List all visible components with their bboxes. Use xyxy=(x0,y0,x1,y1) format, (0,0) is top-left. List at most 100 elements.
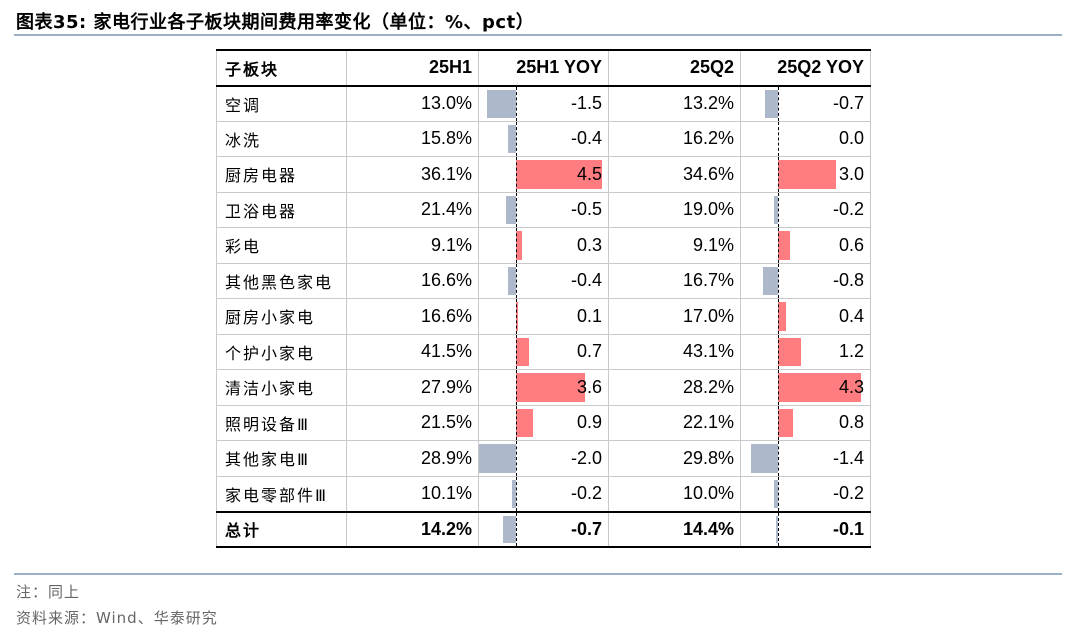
positive-bar xyxy=(778,231,790,260)
yoy-cell: -0.1 xyxy=(740,510,871,548)
yoy-cell: 0.7 xyxy=(478,333,609,370)
zero-axis-line xyxy=(778,334,779,369)
table-row: 厨房电器 36.1% 4.5 34.6% 3.0 xyxy=(216,156,871,193)
yoy-value: -1.4 xyxy=(832,447,864,468)
zero-axis-line xyxy=(778,299,779,334)
yoy-value: 0.4 xyxy=(838,305,864,326)
table-row: 其他黑色家电 16.6% -0.4 16.7% -0.8 xyxy=(216,262,871,299)
header-25q2: 25Q2 xyxy=(608,49,741,87)
zero-axis-line xyxy=(778,263,779,298)
h1-rate: 15.8% xyxy=(346,120,479,157)
yoy-cell: 3.6 xyxy=(478,369,609,406)
h1-rate: 16.6% xyxy=(346,262,479,299)
h1-rate: 21.4% xyxy=(346,191,479,228)
q2-rate: 34.6% xyxy=(608,156,741,193)
sector-name: 其他家电Ⅲ xyxy=(216,440,347,477)
negative-bar xyxy=(774,479,778,508)
yoy-cell: 4.3 xyxy=(740,369,871,406)
sector-name: 空调 xyxy=(216,85,347,122)
yoy-value: -2.0 xyxy=(570,447,602,468)
table-row: 个护小家电 41.5% 0.7 43.1% 1.2 xyxy=(216,333,871,370)
yoy-cell: -2.0 xyxy=(478,440,609,477)
negative-bar xyxy=(776,515,778,543)
zero-axis-line xyxy=(778,86,779,121)
zero-axis-line xyxy=(516,441,517,476)
yoy-value: -0.1 xyxy=(832,518,864,539)
yoy-cell: 0.6 xyxy=(740,227,871,264)
h1-rate: 14.2% xyxy=(346,510,479,548)
negative-bar xyxy=(487,89,516,118)
negative-bar xyxy=(764,89,778,118)
negative-bar xyxy=(502,515,516,543)
q2-rate: 19.0% xyxy=(608,191,741,228)
table-body: 空调 13.0% -1.5 13.2% -0.7 冰洗 15.8% -0.4 16.2% 0.0 厨… xyxy=(216,85,871,548)
table-header-row: 子板块 25H1 25H1 YOY 25Q2 25Q2 YOY xyxy=(216,49,871,87)
yoy-cell: -1.4 xyxy=(740,440,871,477)
source-note: 资料来源：Wind、华泰研究 xyxy=(16,609,218,627)
sector-name: 照明设备Ⅲ xyxy=(216,404,347,441)
yoy-cell: -0.5 xyxy=(478,191,609,228)
yoy-cell: 0.9 xyxy=(478,404,609,441)
positive-bar xyxy=(778,160,836,189)
yoy-cell: 3.0 xyxy=(740,156,871,193)
yoy-cell: 0.1 xyxy=(478,298,609,335)
yoy-cell: 0.8 xyxy=(740,404,871,441)
table-row: 照明设备Ⅲ 21.5% 0.9 22.1% 0.8 xyxy=(216,404,871,441)
yoy-cell: -0.2 xyxy=(740,191,871,228)
header-25q2-yoy: 25Q2 YOY xyxy=(740,49,871,87)
yoy-cell: 0.4 xyxy=(740,298,871,335)
yoy-value: -0.5 xyxy=(570,199,602,220)
yoy-value: -0.4 xyxy=(570,128,602,149)
footnote: 注：同上 xyxy=(16,583,81,601)
zero-axis-line xyxy=(516,228,517,263)
yoy-value: -0.2 xyxy=(832,199,864,220)
h1-rate: 21.5% xyxy=(346,404,479,441)
positive-bar xyxy=(778,408,794,437)
negative-bar xyxy=(508,124,516,153)
zero-axis-line xyxy=(778,405,779,440)
sector-name: 其他黑色家电 xyxy=(216,262,347,299)
yoy-value: -0.2 xyxy=(570,483,602,503)
positive-bar xyxy=(778,302,786,331)
h1-rate: 16.6% xyxy=(346,298,479,335)
yoy-value: -0.8 xyxy=(832,270,864,291)
sector-name: 厨房小家电 xyxy=(216,298,347,335)
yoy-value: -0.7 xyxy=(832,93,864,113)
zero-axis-line xyxy=(516,334,517,369)
zero-axis-line xyxy=(778,228,779,263)
sector-name: 家电零部件Ⅲ xyxy=(216,475,347,512)
q2-rate: 16.2% xyxy=(608,120,741,157)
header-25h1-yoy: 25H1 YOY xyxy=(478,49,609,87)
zero-axis-line xyxy=(516,192,517,227)
table-row: 冰洗 15.8% -0.4 16.2% 0.0 xyxy=(216,120,871,157)
positive-bar xyxy=(516,337,530,366)
positive-bar xyxy=(516,408,534,437)
yoy-value: 0.1 xyxy=(576,305,602,326)
yoy-cell: 0.0 xyxy=(740,120,871,157)
yoy-value: 3.6 xyxy=(576,376,602,397)
table-total-row: 总计 14.2% -0.7 14.4% -0.1 xyxy=(216,510,871,548)
zero-axis-line xyxy=(516,121,517,156)
h1-rate: 36.1% xyxy=(346,156,479,193)
yoy-cell: -0.4 xyxy=(478,120,609,157)
zero-axis-line xyxy=(516,370,517,405)
negative-bar xyxy=(506,195,516,224)
yoy-value: 4.5 xyxy=(576,163,602,184)
table-row: 空调 13.0% -1.5 13.2% -0.7 xyxy=(216,85,871,122)
zero-axis-line xyxy=(778,192,779,227)
yoy-cell: -0.8 xyxy=(740,262,871,299)
q2-rate: 9.1% xyxy=(608,227,741,264)
h1-rate: 13.0% xyxy=(346,85,479,122)
yoy-value: 0.9 xyxy=(576,412,602,433)
yoy-cell: -0.7 xyxy=(740,85,871,122)
table-row: 彩电 9.1% 0.3 9.1% 0.6 xyxy=(216,227,871,264)
yoy-cell: 0.3 xyxy=(478,227,609,264)
h1-rate: 27.9% xyxy=(346,369,479,406)
yoy-cell: -0.2 xyxy=(740,475,871,512)
positive-bar xyxy=(516,373,586,402)
yoy-value: 0.6 xyxy=(838,234,864,255)
yoy-value: -0.7 xyxy=(570,518,602,539)
zero-axis-line xyxy=(778,512,779,546)
h1-rate: 10.1% xyxy=(346,475,479,512)
yoy-cell: 4.5 xyxy=(478,156,609,193)
